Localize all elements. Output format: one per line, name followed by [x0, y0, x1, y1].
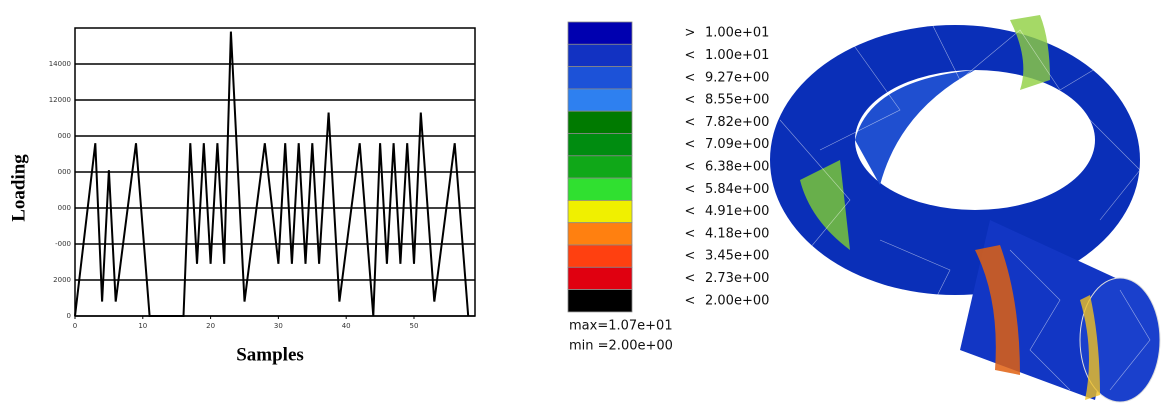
x-tick-label: 20: [206, 322, 215, 330]
max-label: max=1.07e+01: [569, 319, 673, 334]
legend-value: 8.55e+00: [705, 93, 769, 108]
x-tick-label: 10: [138, 322, 147, 330]
y-tick-label: 000: [58, 204, 71, 212]
legend-swatch: [567, 177, 633, 201]
legend-swatch: [567, 155, 633, 179]
legend-value: 6.38e+00: [705, 159, 769, 174]
legend-swatch: [567, 133, 633, 157]
legend-sign: <: [685, 70, 696, 85]
inner-wall: [855, 70, 975, 185]
legend-value: 2.00e+00: [705, 293, 769, 308]
legend-sign: <: [685, 204, 696, 219]
legend-swatch: [567, 244, 633, 268]
legend-sign: <: [685, 182, 696, 197]
x-axis-title: Samples: [236, 344, 304, 365]
legend-sign: >: [685, 26, 696, 41]
y-tick-label: 000: [58, 168, 71, 176]
y-axis-title: Loading: [8, 154, 29, 222]
legend-swatch: [567, 110, 633, 134]
y-tick-label: -000: [55, 240, 71, 248]
legend-sign: <: [685, 226, 696, 241]
cylinder-end: [1079, 277, 1161, 403]
legend-value: 3.45e+00: [705, 249, 769, 264]
legend-value: 4.18e+00: [705, 226, 769, 241]
legend-value: 2.73e+00: [705, 271, 769, 286]
y-tick-label: 14000: [49, 60, 71, 68]
legend-swatch: [567, 289, 633, 313]
legend-swatch: [567, 43, 633, 67]
legend-sign: <: [685, 159, 696, 174]
hotspot: [975, 245, 1020, 375]
legend-value: 1.00e+01: [705, 26, 769, 41]
legend-value: 4.91e+00: [705, 204, 769, 219]
x-tick-label: 40: [342, 322, 351, 330]
x-tick-label: 0: [73, 322, 77, 330]
legend-value: 9.27e+00: [705, 70, 769, 85]
legend-swatch: [567, 66, 633, 90]
legend-sign: <: [685, 249, 696, 264]
legend-swatch: [567, 266, 633, 290]
model-3d: [770, 15, 1161, 403]
legend-value: 7.09e+00: [705, 137, 769, 152]
legend-value: 7.82e+00: [705, 115, 769, 130]
hotspot: [1080, 295, 1100, 400]
hotspot: [1010, 15, 1050, 90]
mesh: [779, 19, 1151, 391]
legend-swatch: [567, 21, 633, 45]
data-line: [74, 31, 470, 317]
y-tick-label: 2000: [53, 276, 71, 284]
legend-value: 1.00e+01: [705, 48, 769, 63]
legend-sign: <: [685, 137, 696, 152]
legend-value: 5.84e+00: [705, 182, 769, 197]
y-tick-label: 000: [58, 132, 71, 140]
legend-sign: <: [685, 293, 696, 308]
x-tick-label: 30: [274, 322, 283, 330]
legend-swatch: [567, 222, 633, 246]
y-tick-label: 0: [67, 312, 71, 320]
hotspot: [800, 160, 850, 250]
legend-swatch: [567, 199, 633, 224]
legend-sign: <: [685, 271, 696, 286]
legend-sign: <: [685, 48, 696, 63]
min-label: min =2.00e+00: [569, 339, 673, 354]
legend-sign: <: [685, 93, 696, 108]
legend-sign: <: [685, 115, 696, 130]
x-tick-label: 50: [410, 322, 419, 330]
y-tick-label: 12000: [49, 96, 71, 104]
legend-swatch: [567, 88, 633, 112]
